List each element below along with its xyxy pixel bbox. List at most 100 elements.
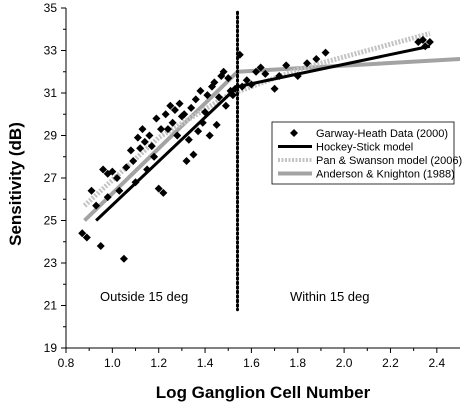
x-tick-label: 0.8 [58,356,75,370]
data-point [282,61,291,70]
data-point [166,101,175,110]
data-point [122,163,131,172]
data-point [140,137,149,146]
data-point [180,110,189,119]
data-point [242,76,251,85]
y-tick-label: 23 [44,256,58,270]
data-point [103,193,112,202]
data-point [96,242,105,250]
data-point [210,78,219,87]
points-group [78,35,434,263]
data-point [261,69,270,78]
data-point [275,72,284,80]
data-point [152,114,161,123]
data-point [270,84,279,93]
data-point [182,157,191,165]
data-point [173,131,182,140]
data-point [78,229,87,238]
data-point [163,125,172,134]
y-tick-label: 27 [44,171,58,185]
data-point [147,142,156,151]
x-tick-label: 2.2 [382,356,399,370]
data-point [145,131,154,140]
data-point [191,95,200,104]
data-point [198,118,207,127]
legend-label: Hockey-Stick model [316,142,413,154]
data-point [196,86,205,95]
x-axis-title: Log Ganglion Cell Number [156,383,371,402]
data-point [421,42,430,51]
data-point [157,125,166,134]
data-point [224,74,233,83]
data-point [99,165,108,174]
data-point [119,254,128,263]
data-point [170,106,179,114]
data-point [293,72,302,80]
data-point [129,157,138,165]
data-point [231,84,240,93]
x-tick-label: 1.2 [150,356,167,370]
x-tick-label: 1.0 [104,356,121,370]
y-axis-title: Sensitivity (dB) [6,122,25,246]
data-point [143,165,152,174]
data-point [205,131,214,140]
x-tick-label: 2.0 [336,356,353,370]
data-point [168,118,177,127]
data-point [161,110,170,119]
data-point [108,167,117,176]
data-point [175,99,184,108]
y-tick-label: 19 [44,341,58,355]
data-point [112,174,121,182]
data-point [189,150,198,159]
data-point [212,120,221,129]
y-tick-label: 31 [44,86,58,100]
data-point [184,135,193,144]
data-point [219,67,228,76]
data-point [92,201,101,210]
annotation-within: Within 15 deg [290,289,370,304]
data-point [256,63,265,72]
data-point [235,50,244,59]
data-point [194,127,203,136]
y-tick-label: 29 [44,129,58,143]
x-tick-label: 2.4 [428,356,445,370]
legend-group: Garway-Heath Data (2000) Hockey-Stick mod… [271,121,462,185]
legend-symbol-diamond [290,129,298,137]
x-tick-label: 1.6 [243,356,260,370]
data-point [201,108,210,117]
ticks-group: 0.8 1.0 1.2 1.4 1.6 1.8 2.0 2.2 2.4 19 21 23 25 27 29 3… [44,1,446,370]
data-point [131,178,140,187]
y-tick-label: 25 [44,214,58,228]
data-point [154,184,163,193]
data-point [136,144,145,153]
data-point [238,82,247,91]
data-point [115,186,124,195]
legend-label: Pan & Swanson model (2006) [316,155,462,167]
data-point [203,91,212,100]
y-tick-label: 35 [44,1,58,15]
data-point [87,186,96,195]
data-point [247,80,256,89]
y-tick-label: 33 [44,44,58,58]
x-tick-label: 1.4 [197,356,214,370]
data-point [214,93,223,102]
data-point [150,152,159,161]
data-point [187,103,196,112]
data-point [126,146,135,155]
data-point [138,125,147,134]
data-point [228,91,237,100]
x-tick-label: 1.8 [289,356,306,370]
y-tick-label: 21 [44,299,58,313]
legend-label: Anderson & Knighton (1988) [316,169,455,181]
data-point [82,233,91,242]
data-point [252,67,261,76]
data-point [303,59,312,68]
annotation-outside: Outside 15 deg [100,289,188,304]
data-point [221,101,230,110]
data-point [425,38,434,46]
data-point [159,188,168,197]
legend-label: Garway-Heath Data (2000) [316,128,448,140]
data-point [312,55,321,63]
